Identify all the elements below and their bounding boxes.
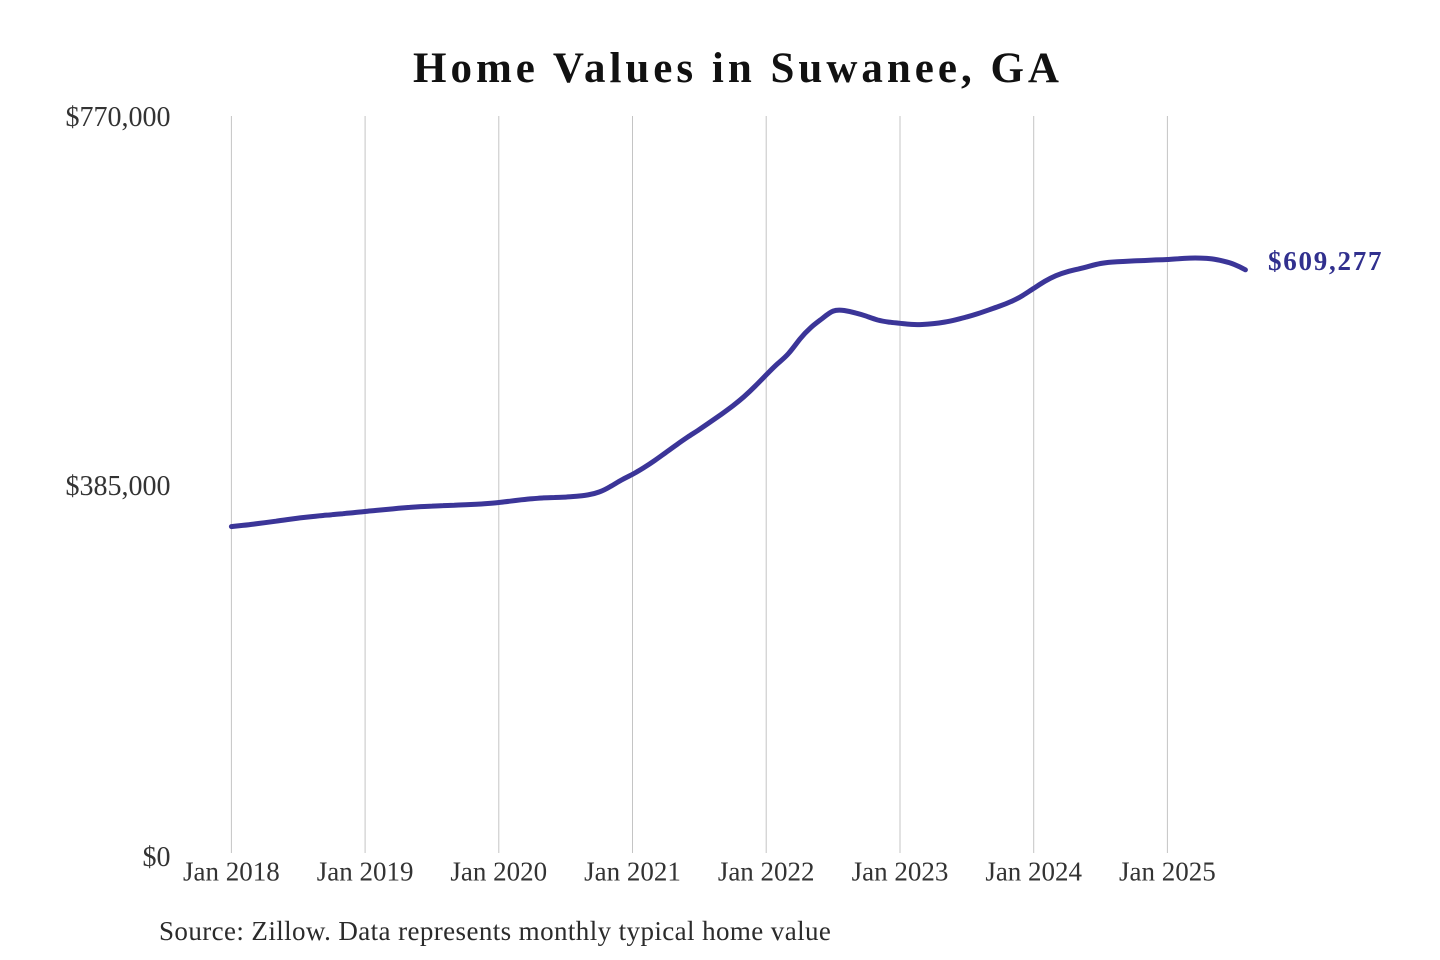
svg-text:Jan 2022: Jan 2022 — [718, 857, 815, 887]
svg-text:Jan 2019: Jan 2019 — [317, 857, 414, 887]
svg-text:Jan 2025: Jan 2025 — [1119, 857, 1216, 887]
svg-text:Jan 2023: Jan 2023 — [852, 857, 949, 887]
svg-text:Jan 2018: Jan 2018 — [183, 857, 280, 887]
svg-text:$609,277: $609,277 — [1268, 246, 1383, 276]
svg-text:Jan 2024: Jan 2024 — [985, 857, 1082, 887]
svg-text:Home Values in Suwanee, GA: Home Values in Suwanee, GA — [413, 45, 1063, 92]
svg-text:Jan 2021: Jan 2021 — [584, 857, 681, 887]
svg-text:Source: Zillow. Data represent: Source: Zillow. Data represents monthly … — [159, 916, 831, 946]
svg-text:$385,000: $385,000 — [66, 471, 171, 502]
svg-text:Jan 2020: Jan 2020 — [450, 857, 547, 887]
svg-text:$770,000: $770,000 — [66, 102, 171, 133]
svg-text:$0: $0 — [143, 842, 171, 873]
